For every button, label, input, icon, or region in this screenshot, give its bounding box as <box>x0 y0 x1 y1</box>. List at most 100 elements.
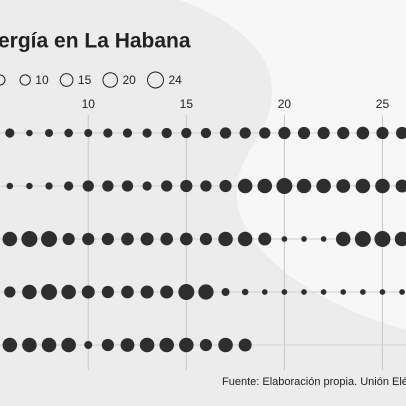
bubble <box>82 180 94 192</box>
bubble <box>257 178 273 194</box>
bubble <box>374 231 391 247</box>
bubble <box>61 337 76 353</box>
x-tick-label: 15 <box>180 97 194 111</box>
legend-label: 15 <box>78 73 92 87</box>
bubble <box>178 284 195 300</box>
bubble <box>2 337 18 353</box>
bubble <box>139 337 155 353</box>
chart-title: ergía en La Habana <box>0 30 191 53</box>
bubble <box>21 231 38 247</box>
bubble <box>22 284 37 300</box>
bubble <box>41 284 58 300</box>
bubble <box>101 338 114 352</box>
bubble <box>181 127 192 139</box>
bubble <box>301 289 307 295</box>
bubble <box>258 232 272 246</box>
bubble <box>64 181 74 191</box>
bubble <box>218 231 233 247</box>
bubble <box>82 232 95 246</box>
bubble <box>142 128 152 138</box>
bubble <box>160 232 174 246</box>
bubble <box>297 126 311 140</box>
bubble <box>399 289 405 295</box>
legend-label: 10 <box>35 73 49 87</box>
bubble <box>320 289 327 295</box>
bubble <box>101 232 114 246</box>
bubble <box>140 285 154 299</box>
legend-circle <box>147 71 164 89</box>
bubble <box>395 179 406 193</box>
bubble <box>375 178 390 194</box>
bubble <box>316 178 331 194</box>
legend-circle <box>59 73 74 87</box>
bubble <box>379 289 386 295</box>
bubble <box>180 179 193 193</box>
bubble <box>340 289 347 295</box>
bubble <box>336 179 351 193</box>
source-note: Fuente: Elaboración propia. Unión Elé <box>222 376 406 388</box>
bubble <box>281 289 288 295</box>
bubble <box>259 127 271 139</box>
bubble <box>218 337 233 353</box>
x-tick-label: 25 <box>376 97 390 111</box>
bubble <box>219 179 232 193</box>
bubble <box>355 178 371 194</box>
bubble <box>64 128 73 138</box>
legend-label: 20 <box>123 73 137 87</box>
bubble <box>102 180 114 192</box>
bubble <box>22 337 37 353</box>
bubble <box>199 232 213 246</box>
bubble <box>2 231 18 247</box>
bubble <box>320 236 327 242</box>
bubble <box>103 128 113 138</box>
bubble <box>121 180 134 192</box>
bubble <box>84 341 93 349</box>
bubble <box>278 126 291 140</box>
bubble <box>219 127 232 139</box>
bubble <box>159 337 175 353</box>
bubble <box>122 128 133 138</box>
bubble <box>45 129 54 137</box>
bubble <box>161 180 173 192</box>
bubble <box>45 182 53 190</box>
bubble <box>160 285 174 299</box>
bubble <box>26 129 33 137</box>
background-swirl <box>180 0 406 330</box>
bubble <box>140 232 154 246</box>
legend-label: 24 <box>168 73 182 87</box>
legend-circle <box>102 72 119 88</box>
bubble <box>276 178 293 194</box>
bubble <box>26 182 33 190</box>
legend-circle <box>19 74 31 86</box>
bubble <box>221 288 230 296</box>
bubble <box>200 127 212 139</box>
bubble <box>198 284 214 300</box>
bubble <box>356 126 370 140</box>
bubble <box>317 126 330 140</box>
bubble <box>281 236 288 242</box>
bubble <box>62 232 75 246</box>
bubble <box>238 338 252 352</box>
bubble <box>142 181 152 191</box>
bubble <box>237 231 253 247</box>
bubble <box>121 285 134 299</box>
bubble <box>120 338 135 352</box>
legend-fragment <box>0 74 6 86</box>
bubble <box>179 337 194 353</box>
bubble <box>81 285 95 299</box>
bubble <box>337 126 350 140</box>
bubble <box>296 178 312 194</box>
bubble <box>301 236 307 242</box>
bubble <box>354 231 371 247</box>
bubble <box>237 178 253 194</box>
bubble <box>84 129 93 137</box>
bubble <box>101 285 114 299</box>
bubble <box>376 126 389 140</box>
bubble <box>41 231 58 247</box>
bubble <box>395 126 406 140</box>
bubble <box>180 232 193 246</box>
bubble <box>261 289 268 295</box>
x-tick-label: 20 <box>278 97 292 111</box>
bubble <box>394 231 406 247</box>
